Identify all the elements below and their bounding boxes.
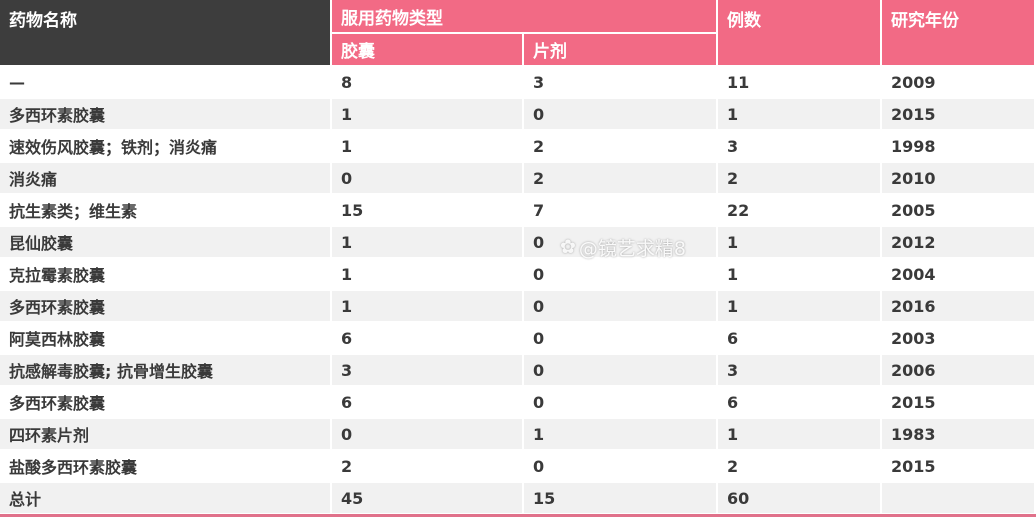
cell-drug-name: 克拉霉素胶囊 xyxy=(9,266,106,285)
cell-drug-name: 阿莫西林胶囊 xyxy=(9,330,106,349)
cell-cases: 1 xyxy=(718,419,880,449)
cell-capsule: 6 xyxy=(341,328,353,348)
cell-cases: 3 xyxy=(727,136,739,156)
header-tablet: 片剂 xyxy=(524,34,716,65)
cell-tablet: 1 xyxy=(524,419,716,449)
cell-drug-name: 多西环素胶囊 xyxy=(0,291,330,321)
cell-cases: 2 xyxy=(727,456,739,476)
cell-drug-name: 昆仙胶囊 xyxy=(0,227,330,257)
cell-capsule: 1 xyxy=(332,227,522,257)
cell-year: 2012 xyxy=(882,227,1034,257)
cell-year: 2006 xyxy=(882,355,1034,385)
cell-year xyxy=(882,483,1034,513)
cell-year: 2015 xyxy=(891,456,936,476)
cell-cases: 11 xyxy=(727,72,750,92)
cell-tablet: 0 xyxy=(533,264,545,284)
cell-year: 2003 xyxy=(891,328,936,348)
watermark: ✿ @镜艺求精8 xyxy=(560,232,686,262)
cell-cases: 3 xyxy=(718,355,880,385)
cell-cases: 6 xyxy=(727,392,739,412)
cell-capsule: 1 xyxy=(332,99,522,129)
cell-tablet: 0 xyxy=(524,355,716,385)
cell-capsule: 1 xyxy=(341,264,353,284)
cell-tablet: 0 xyxy=(533,456,545,476)
cell-drug-name: 多西环素胶囊 xyxy=(0,99,330,129)
cell-drug-name: 四环素片剂 xyxy=(0,419,330,449)
cell-drug-name: 多西环素胶囊 xyxy=(9,394,106,413)
cell-drug-name: 速效伤风胶囊；铁剂；消炎痛 xyxy=(9,138,218,157)
cell-year: 2010 xyxy=(882,163,1034,193)
cell-year: 2004 xyxy=(891,264,936,284)
header-capsule: 胶囊 xyxy=(332,34,522,65)
cell-drug-name: 抗生素类；维生素 xyxy=(9,202,138,221)
cell-tablet: 0 xyxy=(533,392,545,412)
cell-capsule: 0 xyxy=(332,163,522,193)
cell-cases: 1 xyxy=(718,291,880,321)
cell-tablet: 0 xyxy=(524,291,716,321)
cell-tablet: 15 xyxy=(524,483,716,513)
cell-tablet: 0 xyxy=(533,328,545,348)
cell-cases: 1 xyxy=(718,99,880,129)
cell-capsule: 1 xyxy=(341,136,353,156)
cell-drug-name: 盐酸多西环素胶囊 xyxy=(9,458,138,477)
cell-tablet: 2 xyxy=(524,163,716,193)
watermark-text: @镜艺求精8 xyxy=(578,237,687,260)
cell-drug-name: — xyxy=(9,72,25,92)
cell-capsule: 45 xyxy=(332,483,522,513)
header-cases: 例数 xyxy=(718,0,880,65)
cell-year: 1998 xyxy=(891,136,936,156)
cell-capsule: 15 xyxy=(341,200,364,220)
cell-year: 1983 xyxy=(882,419,1034,449)
cell-year: 2015 xyxy=(882,99,1034,129)
header-year: 研究年份 xyxy=(882,0,1034,65)
cell-drug-name: 抗感解毒胶囊; 抗骨增生胶囊 xyxy=(0,355,330,385)
cell-tablet: 2 xyxy=(533,136,545,156)
cell-cases: 6 xyxy=(727,328,739,348)
header-drug-type: 服用药物类型 xyxy=(332,0,716,32)
cell-cases: 1 xyxy=(718,227,880,257)
cell-capsule: 1 xyxy=(332,291,522,321)
cell-year: 2009 xyxy=(891,72,936,92)
cell-year: 2016 xyxy=(882,291,1034,321)
cell-capsule: 8 xyxy=(341,72,353,92)
cell-tablet: 7 xyxy=(533,200,545,220)
cell-tablet: 3 xyxy=(533,72,545,92)
cell-tablet: 0 xyxy=(524,99,716,129)
cell-capsule: 3 xyxy=(332,355,522,385)
cell-drug-name: 总计 xyxy=(0,483,330,513)
cell-capsule: 2 xyxy=(341,456,353,476)
cell-cases: 22 xyxy=(727,200,750,220)
cell-year: 2005 xyxy=(891,200,936,220)
cell-tablet: 0 xyxy=(524,227,716,257)
cell-drug-name: 消炎痛 xyxy=(0,163,330,193)
header-drug-name: 药物名称 xyxy=(0,0,330,65)
cell-cases: 60 xyxy=(718,483,880,513)
cell-capsule: 6 xyxy=(341,392,353,412)
cell-cases: 1 xyxy=(727,264,739,284)
bottom-border xyxy=(0,514,1036,517)
flower-logo-icon: ✿ xyxy=(560,236,576,258)
cell-capsule: 0 xyxy=(332,419,522,449)
cell-year: 2015 xyxy=(891,392,936,412)
cell-cases: 2 xyxy=(718,163,880,193)
